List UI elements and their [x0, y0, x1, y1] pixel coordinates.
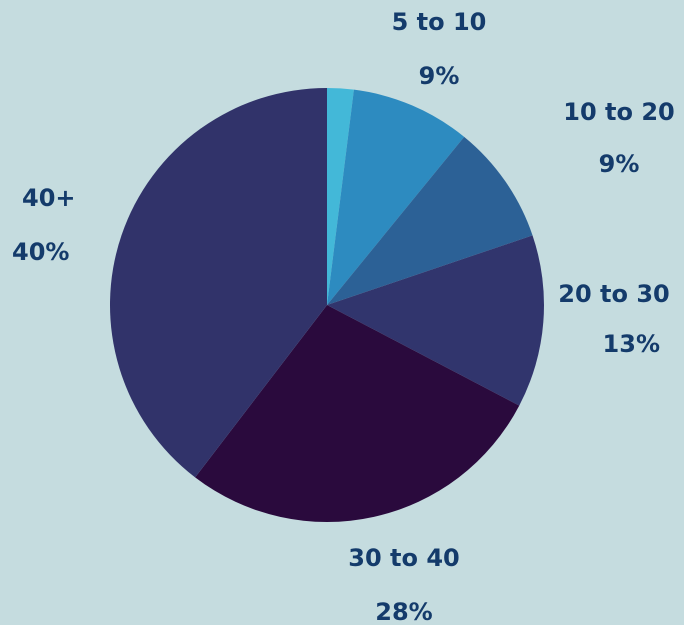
slice-value-30-to-40: 28%: [375, 598, 433, 625]
slice-label-10-to-20: 10 to 20 9%: [555, 98, 683, 178]
slice-category-20-to-30: 20 to 30: [558, 280, 670, 308]
slice-category-5-to-10: 5 to 10: [391, 8, 487, 36]
slice-value-5-to-10: 9%: [418, 62, 460, 90]
pie-slice-unlabeled-0: [327, 88, 354, 305]
slice-label-20-to-30: 20 to 30 13%: [548, 280, 680, 358]
pie-slice-20-to-30: [327, 235, 544, 406]
pie-slice-10-to-20: [327, 136, 533, 305]
slice-category-10-to-20: 10 to 20: [563, 98, 675, 126]
slice-label-30-to-40: 30 to 40 28%: [338, 544, 470, 625]
pie-slice-30-to-40: [195, 305, 520, 522]
slice-value-20-to-30: 13%: [602, 330, 660, 358]
slice-label-40-plus: 40+ 40%: [8, 184, 86, 266]
slice-value-10-to-20: 9%: [598, 150, 640, 178]
pie-slice-5-to-10: [327, 89, 465, 306]
slice-value-40-plus: 40%: [12, 238, 70, 266]
pie-slice-40-plus: [109, 88, 327, 478]
slice-label-5-to-10: 5 to 10 9%: [386, 8, 492, 90]
slice-category-40-plus: 40+: [22, 184, 76, 212]
slice-category-30-to-40: 30 to 40: [348, 544, 460, 572]
